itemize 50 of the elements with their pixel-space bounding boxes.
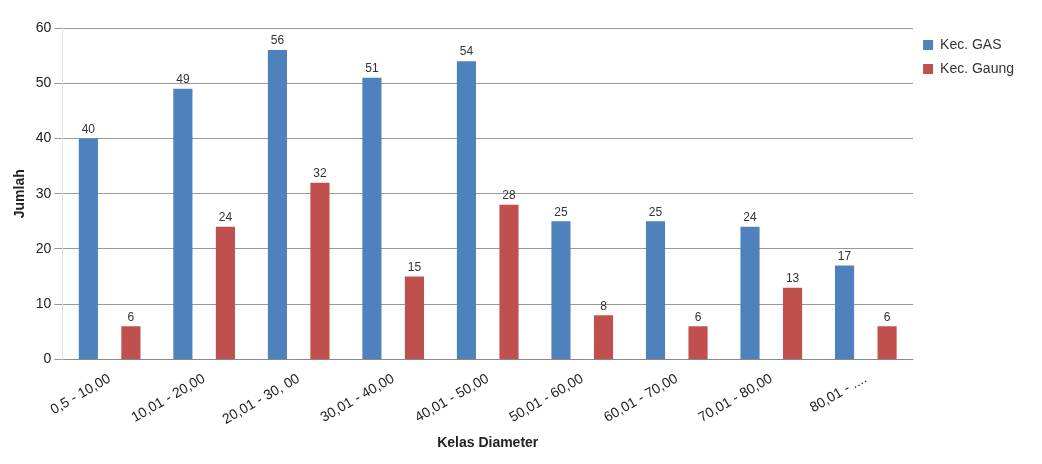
x-tick-label: 30,01 - 40,00 [317, 369, 397, 425]
data-label: 49 [176, 72, 190, 87]
x-tick-label: 60,01 - 70,00 [600, 369, 681, 425]
bar [310, 182, 330, 359]
data-label: 51 [365, 61, 379, 76]
data-label: 54 [459, 44, 474, 59]
bar [645, 221, 666, 359]
data-label: 28 [502, 188, 516, 203]
bar [456, 61, 477, 359]
bar [267, 50, 287, 359]
data-label: 15 [407, 259, 422, 274]
data-label: 56 [270, 33, 285, 48]
bar [782, 287, 803, 359]
data-label: 6 [694, 309, 702, 324]
legend-label: Kec. GAS [940, 35, 1002, 52]
bar [121, 326, 141, 359]
y-tick-label: 10 [35, 295, 52, 312]
data-label: 8 [600, 298, 608, 313]
bar [877, 326, 897, 359]
data-label: 40 [81, 121, 96, 136]
bar [173, 88, 193, 359]
bar [688, 326, 708, 359]
y-tick-label: 30 [35, 184, 52, 201]
bar [362, 77, 382, 359]
bar [740, 226, 760, 359]
bar [834, 265, 855, 359]
legend-label: Kec. Gaung [940, 59, 1014, 76]
data-label: 24 [218, 210, 233, 225]
y-tick-label: 0 [43, 350, 52, 367]
bar [404, 276, 425, 359]
data-label: 24 [743, 210, 758, 225]
bar [593, 315, 614, 359]
bar [215, 226, 235, 359]
y-tick-label: 60 [35, 18, 52, 35]
bar [551, 221, 571, 359]
bar [78, 138, 98, 359]
data-label: 6 [883, 309, 891, 324]
bar [499, 204, 519, 359]
y-axis-title: Jumlah [11, 169, 28, 219]
y-tick-label: 40 [35, 129, 52, 146]
data-label: 6 [127, 309, 135, 324]
x-tick-label: 50,01 - 60,00 [506, 369, 586, 425]
y-tick-label: 20 [35, 239, 52, 256]
data-label: 13 [785, 270, 800, 285]
data-label: 25 [554, 204, 568, 219]
x-axis-title: Kelas Diameter [437, 434, 539, 451]
y-tick-label: 50 [35, 74, 52, 91]
data-label: 25 [648, 204, 663, 219]
data-label: 17 [837, 248, 852, 263]
data-label: 32 [313, 165, 327, 180]
